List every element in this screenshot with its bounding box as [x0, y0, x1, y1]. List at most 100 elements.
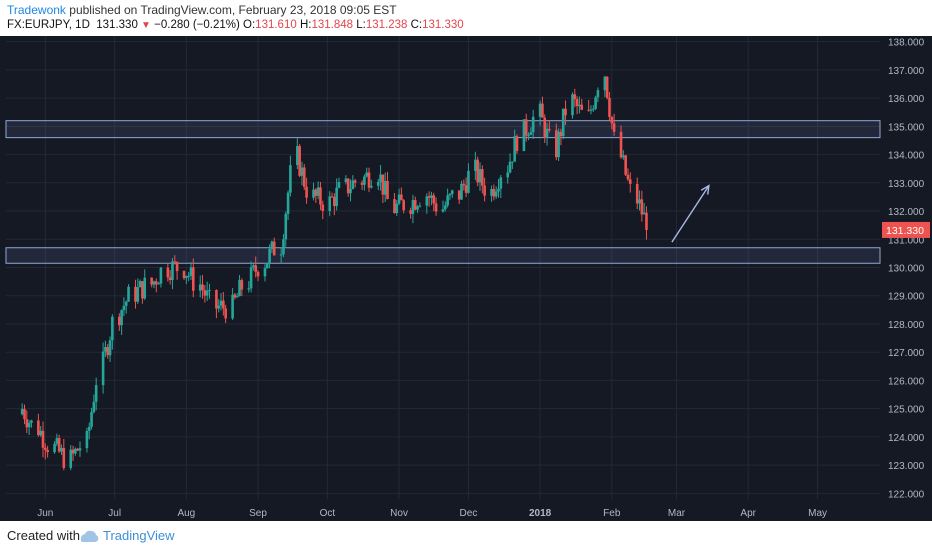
candle-up: [351, 180, 355, 189]
candle-down: [203, 290, 207, 296]
candle-up: [531, 116, 535, 133]
candle-down: [37, 420, 40, 436]
candle-down: [645, 212, 648, 230]
candle-down: [427, 196, 431, 198]
candle-up: [247, 288, 251, 290]
candle-down: [605, 76, 609, 98]
candle-up: [467, 170, 470, 193]
candle-up: [506, 172, 510, 178]
candle-down: [44, 447, 47, 450]
candle-up: [328, 196, 332, 211]
candle-up: [589, 109, 593, 111]
x-tick-label: Nov: [390, 508, 408, 519]
candle-down: [166, 267, 170, 278]
candle-down: [117, 316, 121, 326]
candle-up: [497, 188, 500, 192]
tradingview-logo-icon[interactable]: [79, 529, 99, 543]
candle-up: [527, 134, 530, 136]
x-tick-label: Mar: [668, 508, 686, 519]
candle-down: [409, 210, 412, 214]
candle-down: [305, 186, 308, 198]
candle-down: [168, 277, 172, 280]
x-tick-label: Feb: [603, 508, 621, 519]
candle-up: [416, 206, 419, 210]
candle-up: [441, 209, 445, 212]
tradingview-brand-link[interactable]: TradingView: [103, 528, 175, 543]
candle-up: [571, 94, 574, 116]
chart-header: Tradewonk published on TradingView.com, …: [0, 0, 932, 36]
candle-up: [376, 181, 380, 186]
close-value: 131.330: [422, 19, 464, 31]
x-tick-label: Jun: [37, 508, 53, 519]
candle-down: [62, 448, 66, 468]
candle-up: [252, 265, 255, 268]
candle-down: [321, 204, 325, 211]
candle-up: [279, 254, 283, 256]
candle-down: [432, 195, 436, 204]
candle-up: [27, 422, 31, 428]
price-scale-background: [880, 36, 932, 521]
candle-up: [478, 169, 482, 183]
x-tick-label: Jul: [108, 508, 121, 519]
candle-down: [215, 290, 218, 309]
candle-up: [349, 188, 352, 194]
candle-down: [254, 265, 258, 272]
candle-up: [122, 305, 126, 311]
candle-up: [594, 97, 597, 109]
x-tick-label: May: [808, 508, 827, 519]
candle-up: [263, 268, 267, 277]
candle-up: [379, 174, 382, 182]
candle-up: [185, 275, 188, 279]
author-link[interactable]: Tradewonk: [7, 3, 66, 17]
candle-up: [513, 136, 516, 162]
candle-up: [74, 448, 77, 454]
candle-down: [298, 146, 301, 176]
candle-down: [524, 119, 528, 136]
candle-up: [69, 449, 73, 468]
candle-down: [626, 174, 630, 180]
candle-up: [289, 165, 292, 193]
candle-up: [111, 316, 114, 341]
candle-up: [383, 180, 387, 195]
candle-down: [476, 159, 479, 183]
candle-down: [173, 261, 177, 263]
candle-up: [30, 420, 33, 423]
candle-down: [182, 271, 186, 279]
projection-arrow: [671, 185, 710, 243]
candlestick-chart[interactable]: 122.000 123.000 124.000 125.000 126.000 127.0…: [0, 36, 932, 521]
x-tick-label: Oct: [320, 508, 336, 519]
candle-up: [397, 194, 401, 204]
candle-up: [265, 262, 269, 269]
candle-up: [538, 103, 542, 117]
candle-up: [152, 281, 156, 285]
candle-down: [106, 347, 110, 356]
candle-down: [386, 180, 389, 200]
candle-up: [522, 119, 526, 152]
candle-up: [217, 305, 221, 309]
candle-up: [642, 212, 646, 215]
candle-up: [235, 296, 239, 298]
candle-down: [46, 449, 49, 453]
candle-up: [284, 213, 288, 240]
candle-down: [346, 178, 350, 194]
candle-up: [460, 183, 463, 200]
y-tick-label: 131.000: [888, 235, 925, 246]
candle-down: [573, 94, 577, 100]
y-tick-label: 126.000: [888, 376, 925, 387]
candle-up: [395, 203, 399, 214]
candle-up: [444, 205, 447, 210]
candle-down: [587, 109, 590, 111]
candle-up: [53, 443, 56, 453]
candle-up: [411, 200, 415, 214]
candle-down: [541, 103, 544, 118]
candle-up: [120, 310, 123, 326]
candle-up: [60, 448, 63, 452]
candle-down: [360, 182, 364, 185]
candle-down: [481, 169, 484, 186]
y-tick-label: 134.000: [888, 151, 925, 162]
candle-down: [393, 199, 396, 214]
candle-up: [365, 172, 368, 177]
last-price-label: 131.330: [886, 225, 924, 237]
candle-up: [208, 290, 211, 292]
candle-down: [543, 117, 547, 139]
